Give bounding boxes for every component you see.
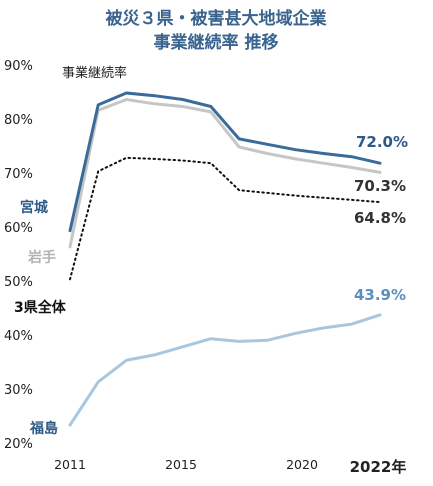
y-tick-label: 50%	[4, 275, 33, 290]
series-end-value-label: 72.0%	[356, 133, 408, 151]
y-tick-label: 80%	[4, 113, 33, 128]
series-line-2	[69, 156, 381, 281]
y-axis-ticks: 20% 30% 40% 50% 60% 70% 80% 90%	[4, 59, 33, 452]
chart-title-line-2: 事業継続率 推移	[154, 32, 279, 53]
series-end-value-label: 43.9%	[354, 286, 406, 304]
series-name-label: 岩手	[27, 249, 56, 266]
series-lines	[68, 91, 382, 427]
x-tick-label: 2022年	[350, 458, 407, 476]
x-tick-label: 2011	[54, 457, 86, 472]
x-tick-label: 2015	[165, 457, 197, 472]
y-tick-label: 20%	[4, 437, 33, 452]
y-tick-label: 90%	[4, 59, 33, 74]
y-tick-label: 30%	[4, 383, 33, 398]
series-line-1	[68, 98, 382, 249]
series-line-3	[68, 313, 382, 427]
chart-title-line-1: 被災３県・被害甚大地域企業	[106, 8, 327, 29]
series-end-value-label: 64.8%	[354, 209, 406, 227]
series-end-value-label: 70.3%	[354, 177, 406, 195]
y-tick-label: 60%	[4, 221, 33, 236]
series-name-label: 3県全体	[14, 299, 67, 316]
x-tick-label: 2020	[286, 457, 318, 472]
series-name-label: 宮城	[20, 199, 48, 216]
y-tick-label: 70%	[4, 167, 33, 182]
series-line-0	[68, 91, 382, 233]
y-tick-label: 40%	[4, 329, 33, 344]
y-axis-label: 事業継続率	[62, 65, 127, 81]
series-name-label: 福島	[29, 420, 58, 437]
x-axis-ticks: 2011 2015 2020 2022年	[54, 457, 406, 476]
series-labels: 宮城 72.0% 岩手 70.3% 3県全体 64.8% 福島 43.9%	[14, 133, 408, 437]
